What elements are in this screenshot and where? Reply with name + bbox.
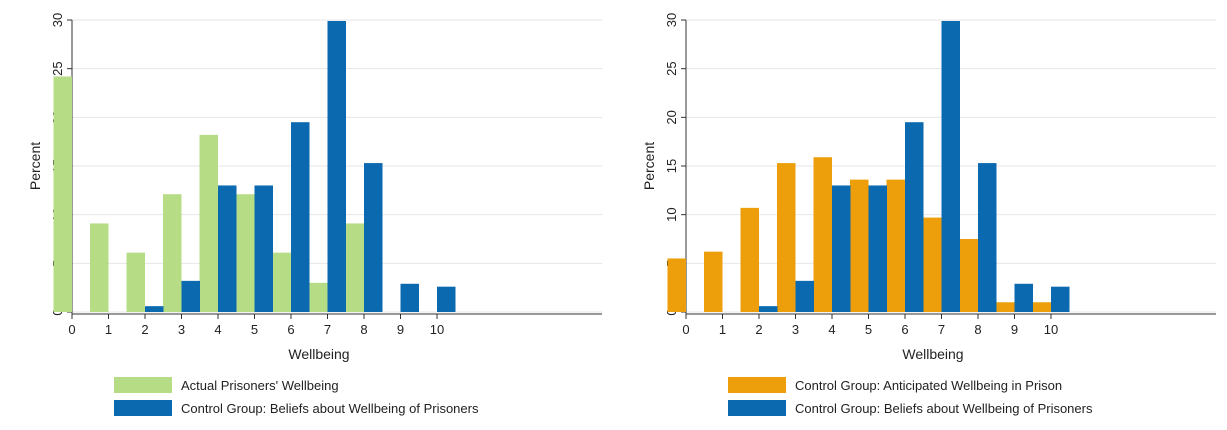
bar-series0-3 — [163, 194, 182, 312]
bar-series0-3 — [777, 163, 796, 312]
bar-series0-7 — [923, 217, 942, 312]
y-tick-label: 20 — [664, 110, 679, 124]
x-tick-label: 6 — [287, 322, 294, 337]
bar-series1-6 — [291, 122, 310, 312]
chart-right: 051015202530Percent012345678910Wellbeing… — [641, 13, 1216, 416]
legend-swatch-0 — [728, 377, 786, 393]
bar-series1-9 — [1014, 283, 1033, 312]
legend-label-1: Control Group: Beliefs about Wellbeing o… — [795, 401, 1093, 416]
bar-series0-8 — [959, 239, 978, 312]
legend-swatch-1 — [114, 400, 172, 416]
legend-swatch-0 — [114, 377, 172, 393]
bar-series1-3 — [181, 280, 200, 312]
y-tick-label: 15 — [664, 159, 679, 173]
bar-series0-4 — [813, 157, 832, 312]
x-tick-label: 6 — [901, 322, 908, 337]
chart-panel-left: 051015202530Percent012345678910Wellbeing… — [2, 0, 610, 430]
x-tick-label: 7 — [938, 322, 945, 337]
bar-series1-5 — [254, 185, 273, 312]
bar-series0-0 — [667, 258, 686, 312]
x-tick-label: 1 — [719, 322, 726, 337]
x-tick-label: 4 — [828, 322, 835, 337]
x-tick-label: 3 — [792, 322, 799, 337]
bar-series1-9 — [400, 283, 419, 312]
legend-label-0: Actual Prisoners' Wellbeing — [181, 378, 339, 393]
chart-left: 051015202530Percent012345678910Wellbeing… — [27, 13, 602, 416]
bar-series0-2 — [126, 252, 145, 312]
bar-series0-5 — [236, 194, 255, 312]
y-axis-title: Percent — [27, 142, 43, 190]
bar-series0-1 — [704, 251, 723, 312]
bar-series0-4 — [199, 134, 218, 312]
x-tick-label: 1 — [105, 322, 112, 337]
x-tick-label: 0 — [68, 322, 75, 337]
bar-series1-8 — [978, 163, 997, 312]
y-tick-label: 30 — [664, 13, 679, 27]
bar-series1-8 — [364, 163, 383, 312]
bar-series0-5 — [850, 179, 869, 312]
bar-series1-4 — [832, 185, 851, 312]
legend-label-1: Control Group: Beliefs about Wellbeing o… — [181, 401, 479, 416]
x-tick-label: 10 — [1044, 322, 1058, 337]
bar-series1-5 — [868, 185, 887, 312]
bar-series1-10 — [1051, 286, 1070, 312]
bar-series1-7 — [941, 20, 960, 313]
bar-series0-8 — [345, 223, 364, 312]
x-axis-title: Wellbeing — [902, 346, 963, 362]
bar-series1-2 — [759, 306, 778, 312]
bar-series1-7 — [327, 20, 346, 313]
bar-series1-10 — [437, 286, 456, 312]
bar-series0-6 — [272, 252, 291, 312]
bar-series0-10 — [1032, 302, 1051, 312]
x-tick-label: 10 — [430, 322, 444, 337]
y-tick-label: 10 — [664, 207, 679, 221]
chart-panel-right: 051015202530Percent012345678910Wellbeing… — [616, 0, 1224, 430]
bar-series1-4 — [218, 185, 237, 312]
x-tick-label: 3 — [178, 322, 185, 337]
bar-series0-9 — [996, 302, 1015, 312]
x-tick-label: 8 — [974, 322, 981, 337]
x-tick-label: 2 — [755, 322, 762, 337]
legend-swatch-1 — [728, 400, 786, 416]
x-tick-label: 7 — [324, 322, 331, 337]
x-tick-label: 0 — [682, 322, 689, 337]
x-axis-title: Wellbeing — [288, 346, 349, 362]
x-tick-label: 5 — [865, 322, 872, 337]
bar-series0-1 — [90, 223, 109, 312]
bar-series0-0 — [53, 76, 72, 312]
bar-series1-2 — [145, 306, 164, 312]
x-tick-label: 2 — [141, 322, 148, 337]
legend-label-0: Control Group: Anticipated Wellbeing in … — [795, 378, 1062, 393]
y-tick-label: 30 — [50, 13, 65, 27]
x-tick-label: 5 — [251, 322, 258, 337]
y-tick-label: 25 — [50, 61, 65, 75]
bar-series1-6 — [905, 122, 924, 312]
x-tick-label: 9 — [397, 322, 404, 337]
y-tick-label: 25 — [664, 61, 679, 75]
y-axis-title: Percent — [641, 142, 657, 190]
x-tick-label: 4 — [214, 322, 221, 337]
bar-series1-3 — [795, 280, 814, 312]
bar-series0-7 — [309, 282, 328, 312]
bar-series0-2 — [740, 207, 759, 312]
x-tick-label: 8 — [360, 322, 367, 337]
x-tick-label: 9 — [1011, 322, 1018, 337]
bar-series0-6 — [886, 179, 905, 312]
